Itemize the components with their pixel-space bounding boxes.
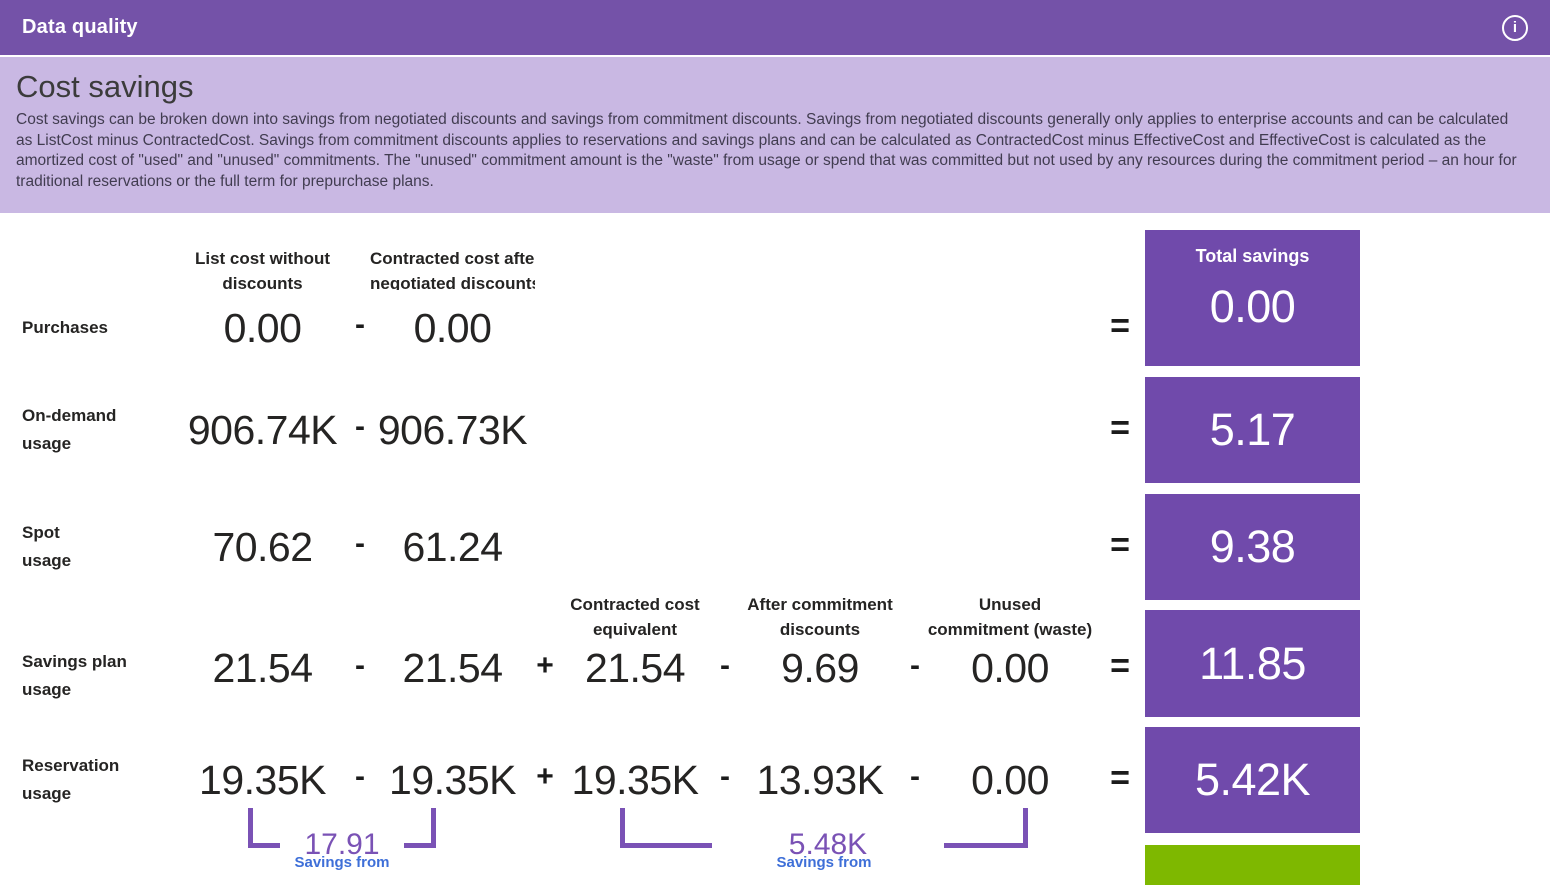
total-savings-box: 5.17	[1145, 377, 1360, 483]
on-demand-total-value: 5.17	[1209, 404, 1296, 455]
reservation-total-cell: 5.42K	[1145, 727, 1360, 833]
reservation-list-cost-value: 19.35K	[199, 756, 326, 803]
page-title: Data quality	[22, 16, 138, 38]
minus-operator: -	[355, 308, 365, 341]
equals-operator: =	[1110, 525, 1130, 564]
savings-plan-total-cell: 11.85	[1145, 592, 1360, 717]
on-demand-usage-row: On-demand usage 906.74K - 906.73K = 5.17	[0, 377, 1360, 483]
row-label-reservation: Reservation usage	[22, 756, 120, 803]
total-savings-box: 5.42K	[1145, 727, 1360, 833]
equals-operator: =	[1110, 306, 1130, 345]
savings-plan-usage-row: Savings plan usage 21.54 - 21.54 + Contr…	[0, 592, 1360, 717]
savings-plan-contracted-cost-value: 21.54	[402, 645, 503, 691]
total-savings-box: 11.85	[1145, 610, 1360, 717]
commitment-savings-bracket: 5.48K Savings from	[620, 808, 1028, 871]
plus-operator: +	[536, 649, 554, 682]
total-savings-label: Total savings	[1195, 246, 1310, 266]
minus-operator: -	[910, 649, 920, 682]
cost-savings-section: Cost savings Cost savings can be broken …	[0, 57, 1550, 213]
spot-total-value: 9.38	[1209, 521, 1296, 572]
spot-usage-row: Spot usage 70.62 - 61.24 = 9.38	[0, 494, 1360, 600]
minus-operator: -	[910, 760, 920, 793]
row-label-purchases: Purchases	[22, 318, 108, 337]
reservation-contracted-cost-value: 19.35K	[389, 756, 516, 803]
section-description: Cost savings can be broken down into sav…	[16, 111, 1517, 190]
row-label-on-demand: On-demand usage	[22, 406, 117, 453]
savings-plan-contracted-equivalent-value: 21.54	[584, 645, 686, 691]
purchases-list-cost-value: 0.00	[223, 304, 302, 351]
col-header-list-cost: List cost without discounts	[194, 249, 331, 290]
negotiated-savings-value: 17.91	[304, 828, 380, 861]
spot-total-cell: 9.38	[1145, 494, 1360, 600]
purchases-contracted-cost-value: 0.00	[413, 304, 492, 351]
equals-operator: =	[1110, 408, 1130, 447]
reservation-after-commitment-value: 13.93K	[756, 756, 884, 803]
equals-operator: =	[1110, 647, 1130, 685]
row-label-savings-plan: Savings plan usage	[22, 652, 127, 699]
minus-operator: -	[355, 649, 365, 682]
savings-plan-after-commitment-value: 9.69	[781, 645, 859, 691]
minus-operator: -	[355, 760, 365, 793]
negotiated-savings-bracket: 17.91 Savings from	[248, 808, 436, 871]
spot-contracted-cost-value: 61.24	[402, 523, 503, 570]
col-header-contracted-equivalent: Contracted cost equivalent	[570, 595, 700, 639]
bracket-corner-right-icon	[944, 808, 1028, 848]
bracket-corner-left-icon	[620, 808, 712, 848]
reservation-unused-commitment-value: 0.00	[971, 756, 1049, 803]
col-header-contracted-cost: Contracted cost after negotiated discoun…	[370, 249, 535, 290]
plus-operator: +	[536, 760, 554, 793]
total-savings-box: Total savings 0.00	[1145, 230, 1360, 366]
equals-operator: =	[1110, 758, 1130, 797]
commitment-savings-caption: Savings from	[776, 854, 872, 871]
purchases-total-cell: Total savings 0.00	[1145, 230, 1360, 366]
total-savings-box: 9.38	[1145, 494, 1360, 600]
savings-plan-unused-commitment-value: 0.00	[971, 645, 1049, 691]
partial-next-total-box	[1145, 845, 1360, 885]
on-demand-total-cell: 5.17	[1145, 377, 1360, 483]
bracket-corner-right-icon	[404, 808, 436, 848]
savings-plan-list-cost-value: 21.54	[212, 645, 313, 691]
reservation-total-value: 5.42K	[1194, 754, 1311, 805]
titlebar: Data quality i	[0, 0, 1550, 55]
purchases-row: Purchases List cost without discounts 0.…	[0, 230, 1360, 366]
savings-plan-total-value: 11.85	[1199, 637, 1306, 689]
bracket-corner-left-icon	[248, 808, 280, 848]
section-title: Cost savings	[16, 69, 194, 104]
negotiated-savings-caption: Savings from	[294, 854, 390, 871]
reservation-contracted-equivalent-value: 19.35K	[571, 756, 699, 803]
on-demand-contracted-cost-value: 906.73K	[377, 406, 528, 453]
info-icon[interactable]: i	[1502, 14, 1528, 41]
spot-list-cost-value: 70.62	[212, 523, 313, 570]
col-header-unused-commitment: Unused commitment (waste)	[927, 595, 1093, 639]
on-demand-list-cost-value: 906.74K	[187, 406, 338, 453]
purchases-total-value: 0.00	[1209, 281, 1296, 332]
commitment-savings-value: 5.48K	[788, 828, 868, 861]
minus-operator: -	[720, 760, 730, 793]
minus-operator: -	[355, 527, 365, 560]
col-header-after-commitment: After commitment discounts	[747, 595, 893, 639]
minus-operator: -	[720, 649, 730, 682]
reservation-usage-row: Reservation usage 19.35K - 19.35K + 19.3…	[0, 727, 1360, 833]
row-label-spot: Spot usage	[22, 523, 72, 570]
minus-operator: -	[355, 410, 365, 443]
